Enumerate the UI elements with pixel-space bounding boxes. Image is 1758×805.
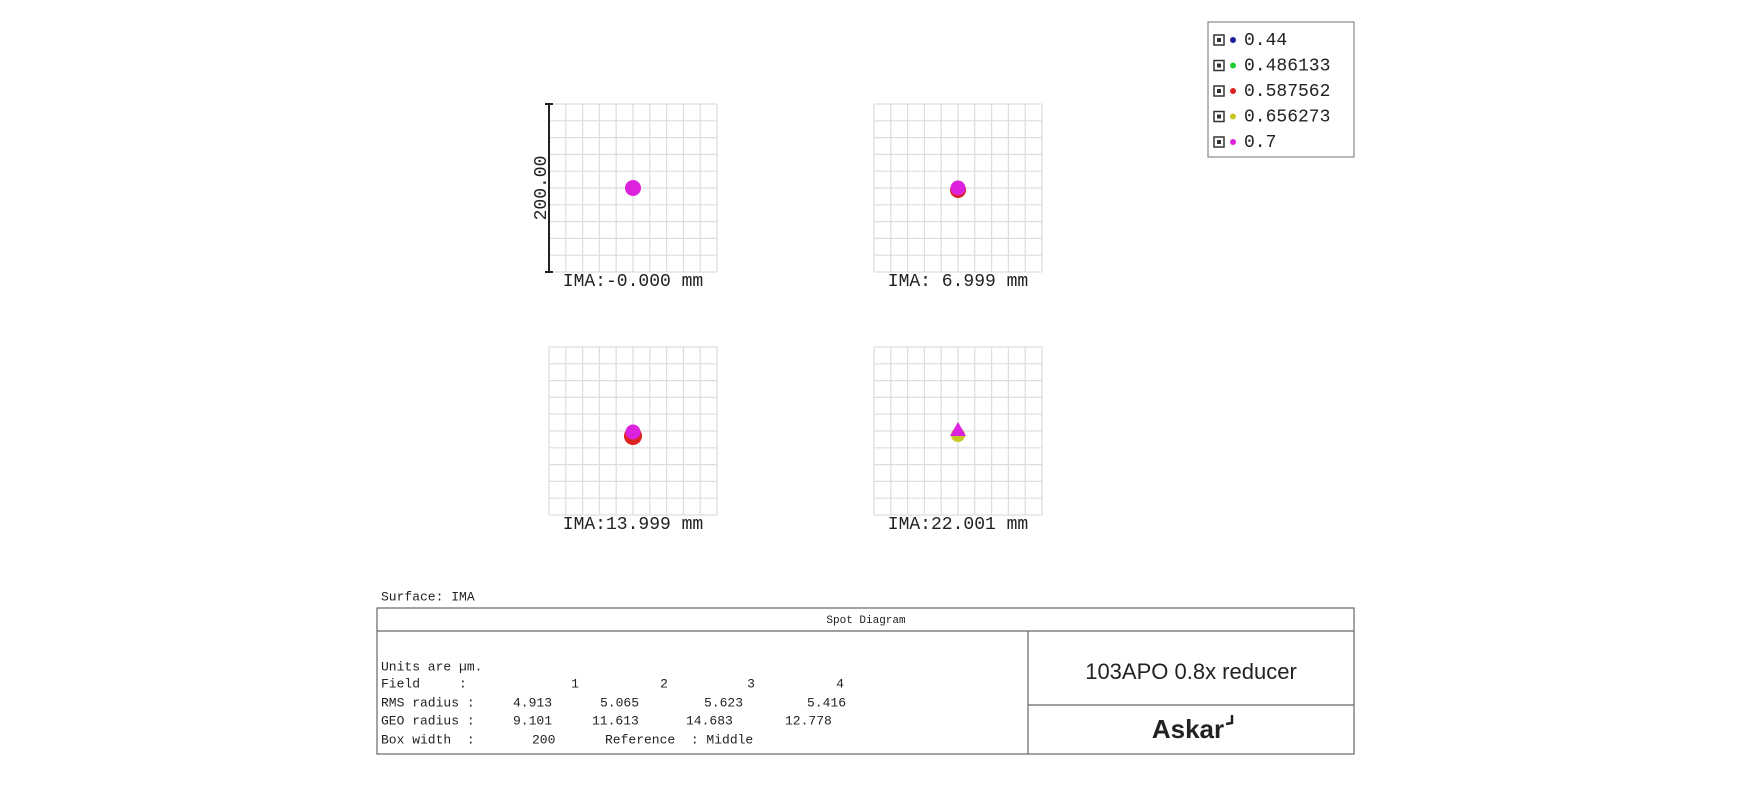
legend-swatch-inner <box>1217 89 1221 93</box>
table-header: Spot Diagram <box>826 615 906 627</box>
field-label: IMA: 6.999 mm <box>888 272 1028 292</box>
spot <box>950 422 966 436</box>
geo-value: 9.101 <box>513 713 552 728</box>
geo-value: 12.778 <box>785 713 832 728</box>
field-label: Field : <box>381 676 467 691</box>
rms-value: 5.416 <box>807 695 846 710</box>
legend-swatch-inner <box>1217 63 1221 68</box>
legend-swatch-inner <box>1217 114 1221 119</box>
box-width-value: 200 <box>532 732 555 747</box>
field-value: 2 <box>660 676 668 691</box>
legend-marker <box>1230 113 1236 120</box>
legend-swatch-inner <box>1217 140 1221 144</box>
spot <box>625 424 641 440</box>
legend-label: 0.486133 <box>1244 56 1330 76</box>
geo-value: 11.613 <box>592 713 639 728</box>
logo-mark <box>1225 715 1234 726</box>
geo-label: GEO radius : <box>381 713 475 728</box>
rms-label: RMS radius : <box>381 695 475 710</box>
field-value: 3 <box>747 676 755 691</box>
legend-marker <box>1230 37 1236 43</box>
table-frame <box>376 607 1355 755</box>
legend-marker <box>1230 62 1236 69</box>
rms-value: 5.065 <box>600 695 639 710</box>
box-width-label: Box width : <box>381 732 475 747</box>
field-value: 4 <box>836 676 844 691</box>
legend-label: 0.7 <box>1244 133 1276 153</box>
field-label: IMA:13.999 mm <box>563 515 703 535</box>
rms-value: 4.913 <box>513 695 552 710</box>
rms-value: 5.623 <box>704 695 743 710</box>
spot <box>625 180 641 196</box>
legend-marker <box>1230 139 1236 145</box>
legend-label: 0.656273 <box>1244 107 1330 127</box>
field-label: IMA:-0.000 mm <box>563 272 703 292</box>
scale-label: 200.00 <box>532 156 552 221</box>
field-value: 1 <box>571 676 579 691</box>
units-text: Units are µm. <box>381 659 482 674</box>
spot <box>950 180 966 196</box>
lens-title: 103APO 0.8x reducer <box>1085 659 1297 684</box>
legend-label: 0.587562 <box>1244 82 1330 102</box>
reference-text: Reference : Middle <box>605 732 753 747</box>
legend-swatch-inner <box>1217 38 1221 42</box>
legend-label: 0.44 <box>1244 31 1287 51</box>
legend-marker <box>1230 88 1236 94</box>
logo: Askar <box>1152 714 1224 744</box>
geo-value: 14.683 <box>686 713 733 728</box>
surface-label: Surface: IMA <box>381 589 475 604</box>
field-label: IMA:22.001 mm <box>888 515 1028 535</box>
